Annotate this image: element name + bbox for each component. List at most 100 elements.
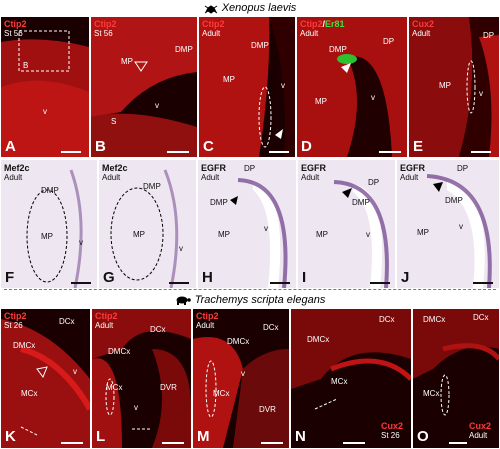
ventricle-label: v: [371, 93, 375, 102]
panel-letter: M: [197, 428, 210, 445]
scale-bar: [473, 282, 493, 284]
dp-label: DP: [483, 31, 495, 40]
marker-label: Cux2: [412, 19, 435, 29]
ventricle-label: v: [366, 230, 370, 239]
mp-label: MP: [417, 228, 429, 237]
stage-label: Adult: [102, 173, 121, 182]
scale-bar: [449, 442, 467, 444]
mp-label: MP: [439, 81, 451, 90]
stage-label: Adult: [201, 173, 220, 182]
panel-letter: A: [5, 138, 16, 155]
mcx-label: MCx: [423, 389, 440, 398]
dmp-label: DMP: [329, 45, 347, 54]
ventricle-label: v: [155, 101, 159, 110]
panel-letter: O: [417, 428, 429, 445]
mcx-label: MCx: [331, 377, 348, 386]
header-xenopus: Xenopus laevis: [0, 1, 500, 15]
panel-n: DCx DMCx MCx Cux2 St 26 N: [291, 309, 411, 448]
panel-l: Ctip2 Adult DCx DMCx MCx DVR v L: [92, 309, 191, 448]
ventricle-label: v: [73, 367, 77, 376]
dmcx-label: DMCx: [307, 335, 330, 344]
marker-label: Ctip2: [202, 19, 225, 29]
stage-label: Adult: [412, 29, 431, 38]
panel-i: EGFR Adult DP DMP MP v I: [298, 160, 395, 288]
dp-label: DP: [383, 37, 395, 46]
mp-label: MP: [218, 230, 230, 239]
ventricle-label: v: [134, 403, 138, 412]
stage-label: Adult: [95, 321, 114, 330]
ventricle-label: v: [179, 244, 183, 253]
ventricle-label: v: [479, 89, 483, 98]
scale-bar: [343, 442, 365, 444]
panel-j: EGFR Adult DP DMP MP v J: [397, 160, 499, 288]
mp-label: MP: [316, 230, 328, 239]
dmcx-label: DMCx: [108, 347, 131, 356]
scale-bar: [71, 282, 91, 284]
mcx-label: MCx: [106, 383, 123, 392]
stage-label: Adult: [400, 173, 419, 182]
stage-label: Adult: [301, 173, 320, 182]
scale-bar: [162, 442, 184, 444]
panel-letter: C: [203, 138, 214, 155]
mcx-label: MCx: [213, 389, 230, 398]
scale-bar: [169, 282, 189, 284]
marker-label: Ctip2: [196, 311, 219, 321]
scale-bar: [471, 151, 491, 153]
ventricle-label: v: [281, 81, 285, 90]
ventricle-label: v: [264, 224, 268, 233]
panel-o: DMCx DCx MCx Cux2 Adult O: [413, 309, 499, 448]
panel-letter: D: [301, 138, 312, 155]
ventricle-label: v: [79, 238, 83, 247]
scale-bar: [269, 151, 289, 153]
marker-label: EGFR: [400, 163, 426, 173]
stage-label: St 56: [94, 29, 113, 38]
panel-letter: N: [295, 428, 306, 445]
ventricle-label: v: [241, 369, 245, 378]
stage-label: St 26: [381, 431, 400, 440]
marker-label: Ctip2: [4, 19, 27, 29]
dp-label: DP: [457, 164, 469, 173]
stage-label: St 56: [4, 29, 23, 38]
dmcx-label: DMCx: [423, 315, 446, 324]
dp-label: DP: [368, 178, 380, 187]
header-trachemys-label: Trachemys scripta elegans: [194, 294, 326, 306]
panel-e: Cux2 Adult DP MP v E: [409, 17, 499, 157]
marker-label: Cux2: [469, 421, 492, 431]
panel-f: Mef2c Adult DMP MP v F: [1, 160, 97, 288]
panel-letter: E: [413, 138, 424, 155]
scale-bar: [261, 442, 283, 444]
marker-label: Ctip2/Er81: [300, 19, 345, 29]
dvr-label: DVR: [259, 405, 276, 414]
dmp-label: DMP: [352, 198, 370, 207]
panel-letter: K: [5, 428, 16, 445]
header-trachemys: Trachemys scripta elegans: [0, 293, 500, 307]
ventricle-label: v: [459, 222, 463, 231]
panel-letter: G: [103, 269, 115, 286]
stage-label: Adult: [196, 321, 215, 330]
marker-label: Ctip2: [95, 311, 118, 321]
mcx-label: MCx: [21, 389, 38, 398]
panel-h: EGFR Adult DP DMP MP v H: [198, 160, 296, 288]
mp-label: MP: [41, 232, 53, 241]
marker-label: Cux2: [381, 421, 404, 431]
scale-bar: [379, 151, 401, 153]
marker-label: EGFR: [301, 163, 327, 173]
dvr-label: DVR: [160, 383, 177, 392]
panel-a: Ctip2 St 56 B v A: [1, 17, 89, 157]
panel-letter: F: [5, 269, 15, 286]
dcx-label: DCx: [263, 323, 279, 332]
mp-label: MP: [223, 75, 235, 84]
frog-icon: [204, 4, 217, 14]
panel-c: Ctip2 Adult DMP MP v C: [199, 17, 295, 157]
dmcx-label: DMCx: [13, 341, 36, 350]
dcx-label: DCx: [150, 325, 166, 334]
panel-letter: J: [401, 269, 410, 286]
dmp-label: DMP: [143, 182, 161, 191]
marker-label: Mef2c: [4, 163, 30, 173]
ventricle-label: v: [43, 107, 47, 116]
divider: [4, 289, 496, 290]
panel-letter: I: [302, 269, 307, 286]
panel-b: Ctip2 St 56 DMP MP v S B: [91, 17, 197, 157]
marker-label: Ctip2: [94, 19, 117, 29]
dcx-label: DCx: [59, 317, 75, 326]
